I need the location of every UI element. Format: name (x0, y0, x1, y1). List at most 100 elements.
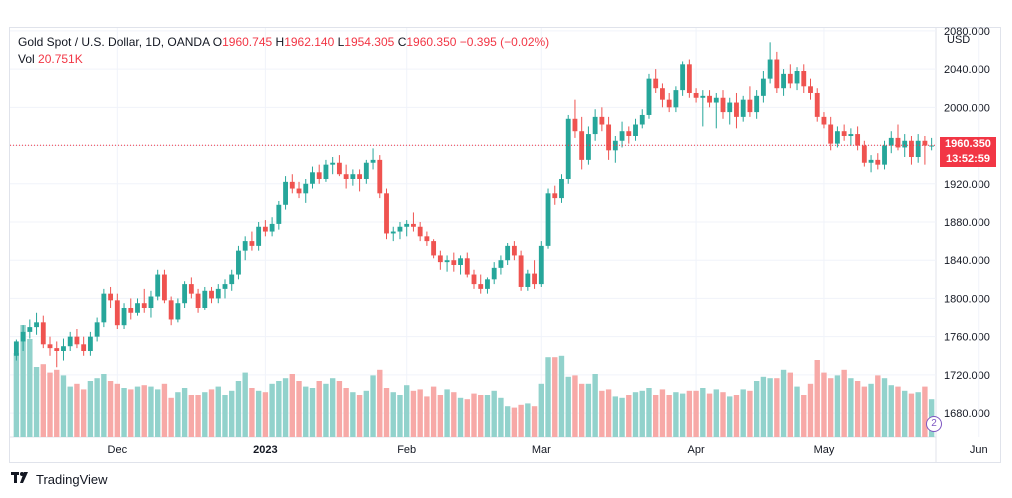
volume-bar (525, 403, 531, 437)
volume-bar (168, 397, 174, 437)
candle-body (693, 92, 699, 98)
volume-bar (632, 392, 639, 437)
volume-bar (121, 388, 127, 437)
candle-body (256, 226, 262, 246)
y-tick-label: 2000.000 (944, 102, 990, 114)
volume-bar (289, 374, 295, 437)
x-tick-label: 2023 (253, 444, 277, 456)
candle-body (861, 145, 867, 163)
volume-bar (390, 392, 396, 437)
candle-body (909, 140, 914, 158)
volume-bar (915, 392, 921, 437)
candle-body (498, 260, 504, 268)
candle-body (579, 131, 585, 160)
candle-body (505, 245, 511, 261)
candle-body (572, 118, 578, 132)
candle-body (81, 344, 87, 351)
candle-body (760, 78, 766, 96)
y-tick-label: 1720.000 (944, 370, 990, 382)
volume-bar (558, 355, 565, 437)
candle-body (390, 231, 396, 234)
candle-body (700, 95, 706, 98)
candle-body (808, 86, 813, 93)
volume-bar (760, 376, 767, 437)
candle-body (269, 223, 275, 232)
volume-bar (276, 381, 282, 437)
candle-body (168, 300, 174, 320)
candle-body (283, 181, 288, 205)
candle-body (310, 172, 315, 184)
volume-bar (585, 383, 592, 437)
volume-bar (686, 390, 693, 437)
candle-body (222, 284, 228, 289)
volume-bar (727, 396, 733, 437)
volume-bar (774, 378, 780, 437)
volume-bar (404, 385, 410, 437)
candle-body (875, 159, 881, 165)
volume-bar (148, 386, 154, 437)
candle-body (660, 88, 665, 100)
high-value: 1962.140 (284, 35, 335, 49)
volume-bar (861, 386, 868, 437)
candle-body (727, 102, 733, 113)
candle-body (94, 322, 100, 337)
candle-body (633, 124, 638, 136)
candle-body (108, 293, 114, 301)
volume-bar (303, 386, 309, 437)
volume-bar (827, 378, 834, 437)
volume-bar (518, 404, 524, 437)
symbol-title[interactable]: Gold Spot / U.S. Dollar, 1D, OANDA (18, 35, 210, 49)
volume-bar (33, 367, 40, 437)
tradingview-brand[interactable]: TradingView (11, 471, 108, 488)
volume-bar (747, 390, 753, 437)
candle-body (444, 260, 450, 263)
candle-body (437, 255, 443, 263)
candle-body (87, 336, 93, 351)
y-tick-label: 2040.000 (944, 64, 990, 76)
volume-bar (484, 395, 491, 437)
volume-bar (329, 378, 336, 437)
candle-body (350, 174, 356, 179)
candle-body (27, 327, 33, 332)
candle-body (538, 245, 544, 285)
candle-body (249, 241, 255, 246)
last-price-tag: 1960.350 (940, 137, 996, 153)
candle-body (612, 140, 618, 151)
volume-bar (296, 381, 302, 437)
volume-bar (363, 390, 370, 437)
candle-body (882, 145, 887, 165)
volume-bar (202, 392, 208, 437)
candle-body (734, 102, 739, 117)
volume-bar (343, 388, 349, 437)
candle-body (397, 226, 403, 232)
candle-body (787, 73, 793, 84)
volume-bar (67, 386, 73, 437)
volume-bar (511, 407, 518, 437)
volume-bar (161, 383, 168, 437)
volume-bar (20, 325, 26, 437)
volume-bar (478, 395, 484, 437)
volume-bar (282, 378, 289, 437)
candle-body (491, 267, 497, 280)
volume-bar (356, 395, 363, 437)
low-label: L (337, 35, 345, 49)
candle-body (680, 64, 686, 91)
auto-scale-icon[interactable]: 2 (926, 416, 942, 432)
candle-body (384, 193, 389, 234)
volume-bar (552, 357, 558, 437)
candle-body (67, 336, 73, 347)
candle-body (20, 331, 26, 342)
volume-label[interactable]: Vol (18, 52, 35, 66)
volume-bar (155, 389, 161, 437)
candle-body (902, 140, 908, 148)
candle-body (747, 99, 753, 113)
candle-body (841, 131, 847, 136)
volume-bar (881, 378, 888, 437)
y-tick-label: 1880.000 (944, 217, 990, 229)
candle-body (888, 137, 894, 146)
volume-bar (780, 369, 787, 437)
volume-bar (922, 386, 928, 437)
currency-label[interactable]: USD (947, 34, 971, 46)
x-tick-label: Mar (532, 444, 551, 456)
